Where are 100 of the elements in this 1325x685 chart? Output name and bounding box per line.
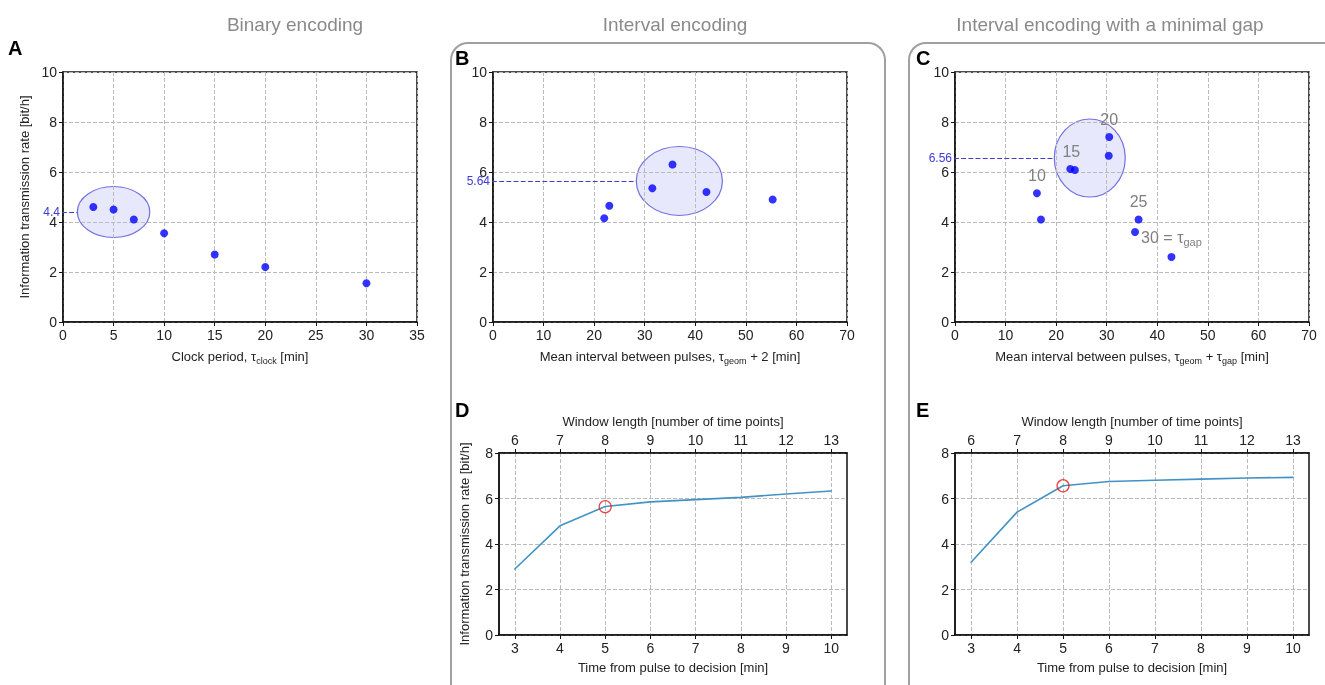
x2-tick-label: 13	[1285, 432, 1301, 448]
x-tick-label: 60	[788, 327, 805, 343]
y-tick-label: 0	[479, 314, 488, 330]
chart-title: Interval encoding	[602, 14, 748, 35]
x2-tick-label: 7	[1013, 432, 1022, 448]
y-tick-label: 6	[941, 490, 950, 507]
x-tick-label: 10	[156, 327, 173, 343]
point	[600, 214, 609, 223]
chart-title: Binary encoding	[226, 14, 364, 35]
text: A	[8, 37, 23, 59]
y-tick-label: 8	[479, 114, 488, 130]
x-tick-label: 15	[206, 327, 223, 343]
x2-tick-label: 11	[1193, 432, 1209, 448]
line-series	[970, 476, 1294, 563]
x2-tick-label: 12	[778, 432, 794, 448]
x2-tick-label: 7	[556, 432, 565, 448]
point	[768, 195, 777, 204]
y-tick-label: 6	[49, 164, 58, 180]
point	[1032, 189, 1041, 198]
point	[1131, 228, 1140, 236]
x-tick-label: 60	[1250, 327, 1267, 343]
point	[1167, 253, 1176, 261]
y-tick-label: 0	[485, 627, 494, 643]
point	[1134, 215, 1143, 224]
point	[261, 263, 270, 271]
x-tick-label: 20	[257, 327, 274, 343]
point	[648, 184, 657, 193]
y-axis-title: Information transmission rate [bit/h]	[16, 95, 32, 299]
point	[1105, 133, 1114, 141]
y-tick-label: 0	[49, 314, 58, 330]
x-tick-label: 5	[109, 327, 118, 343]
point	[89, 203, 98, 211]
point	[109, 205, 118, 214]
x-tick-label: 6	[1105, 640, 1114, 656]
x-tick-label: 9	[1243, 640, 1252, 656]
y-tick-label: 4	[479, 214, 488, 230]
x2-tick-label: 6	[510, 432, 519, 448]
annotation: 10	[1028, 166, 1046, 184]
x-tick-label: 30	[636, 327, 653, 343]
x2-tick-label: 6	[967, 432, 976, 448]
x2-tick-label: 9	[646, 432, 655, 448]
x-tick-label: 10	[1285, 640, 1301, 656]
x-tick-label: 3	[510, 640, 519, 656]
y-tick-label: 10	[41, 64, 58, 80]
x-tick-label: 6	[646, 640, 655, 656]
x-tick-label: 70	[1301, 327, 1317, 343]
x-tick-label: 8	[1197, 640, 1206, 656]
y-tick-label: 0	[941, 627, 950, 643]
point	[668, 160, 677, 169]
y-tick-label: 8	[941, 114, 950, 130]
x-tick-label: 50	[1200, 327, 1216, 343]
x-tick-label: 10	[823, 640, 840, 656]
x-tick-label: 70	[839, 327, 855, 343]
x2-tick-label: 12	[1239, 432, 1255, 448]
chart-title: Interval encoding with a minimal gap	[956, 14, 1264, 35]
x2-tick-label: 9	[1105, 432, 1114, 448]
x-tick-label: 4	[1013, 640, 1022, 656]
y-tick-label: 2	[941, 264, 950, 280]
x2-tick-label: 10	[1147, 432, 1163, 448]
x-tick-label: 8	[736, 640, 745, 656]
point	[210, 250, 219, 259]
x-tick-label: 35	[409, 327, 425, 343]
line-series	[514, 490, 832, 570]
x2-tick-label: 8	[601, 432, 610, 448]
text: C	[916, 47, 931, 69]
y-tick-label: 6	[485, 490, 494, 507]
y-tick-label: 2	[485, 581, 494, 598]
x2-tick-label: 11	[733, 432, 749, 448]
y-tick-label: 0	[941, 314, 950, 330]
x-tick-label: 10	[997, 327, 1014, 343]
x-tick-label: 20	[586, 327, 603, 343]
x-tick-label: 40	[1149, 327, 1166, 343]
annotation: 15	[1062, 143, 1081, 160]
x-tick-label: 10	[535, 327, 552, 343]
x-tick-label: 0	[951, 327, 960, 343]
x-tick-label: 30	[358, 327, 375, 343]
x2-tick-label: 13	[823, 432, 840, 448]
y-axis-title: Information transmission rate [bit/h]	[457, 442, 472, 646]
y-tick-label: 8	[941, 445, 950, 461]
point	[1070, 166, 1079, 174]
x-tick-label: 25	[308, 327, 324, 343]
x-tick-label: 5	[601, 640, 610, 656]
x2-axis-title: Window length [number of time points]	[1021, 414, 1243, 430]
point	[1104, 151, 1113, 160]
y-tick-label: 2	[49, 264, 58, 280]
x-axis-title: Time from pulse to decision [min]	[577, 660, 769, 675]
point	[160, 229, 169, 238]
y-tick-label: 6	[941, 164, 950, 180]
y-tick-label: 4	[941, 214, 950, 230]
x-tick-label: 7	[691, 640, 700, 656]
y-tick-label: 2	[941, 581, 950, 598]
y-tick-label: 4	[485, 536, 494, 552]
x-tick-label: 5	[1059, 640, 1068, 656]
x2-tick-label: 8	[1059, 432, 1068, 448]
x-tick-label: 3	[967, 640, 976, 656]
x-tick-label: 40	[687, 327, 704, 343]
x2-axis-title: Window length [number of time points]	[562, 414, 784, 430]
x-tick-label: 9	[782, 640, 791, 656]
x-axis-title: Time from pulse to decision [min]	[1036, 660, 1228, 675]
y-tick-label: 10	[933, 64, 950, 80]
